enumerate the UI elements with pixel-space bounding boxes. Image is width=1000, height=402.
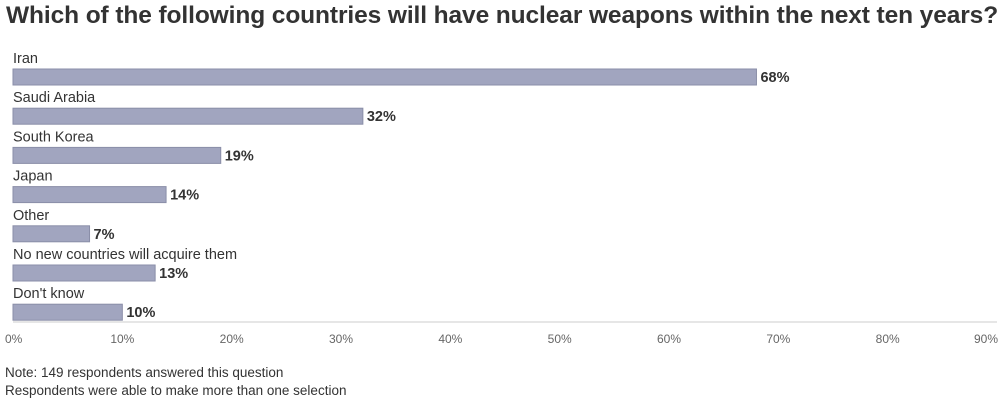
category-label-other: Other (13, 208, 49, 224)
value-label-other: 7% (94, 227, 115, 243)
value-label-south-korea: 19% (225, 148, 254, 164)
x-tick-label-90: 90% (974, 332, 998, 346)
category-label-south-korea: South Korea (13, 129, 95, 145)
bars-layer: Iran 68% Saudi Arabia 32% South Korea 19% Japa… (12, 51, 790, 321)
x-tick-label-10: 10% (110, 332, 134, 346)
bar-iran (12, 68, 757, 86)
value-label-saudi-arabia: 32% (367, 109, 396, 125)
value-label-iran: 68% (760, 70, 789, 86)
bar-south-korea (12, 146, 222, 164)
value-label-no-new-countries-will-acquire-them: 13% (159, 266, 188, 282)
x-tick-label-20: 20% (220, 332, 244, 346)
category-label-no-new-countries-will-acquire-them: No new countries will acquire them (13, 247, 237, 263)
x-tick-label-80: 80% (876, 332, 900, 346)
x-tick-label-40: 40% (438, 332, 462, 346)
value-label-don-t-know: 10% (126, 305, 155, 321)
x-tick-label-0: 0% (5, 332, 23, 346)
bar-saudi-arabia (12, 107, 364, 125)
bar-don-t-know (12, 303, 123, 321)
note-multiple-selection: Respondents were able to make more than … (5, 383, 347, 398)
category-label-don-t-know: Don't know (13, 286, 85, 302)
x-tick-label-60: 60% (657, 332, 681, 346)
x-tick-label-50: 50% (548, 332, 572, 346)
category-label-japan: Japan (13, 169, 53, 185)
chart-title: Which of the following countries will ha… (6, 2, 999, 29)
x-axis-ticks: 0% 10% 20% 30% 40% 50% 60% 70% 80% 90% (5, 332, 998, 346)
bar-other (12, 225, 91, 243)
category-label-saudi-arabia: Saudi Arabia (13, 90, 96, 106)
x-tick-label-70: 70% (766, 332, 790, 346)
category-label-iran: Iran (13, 51, 38, 67)
bar-chart: Iran 68% Saudi Arabia 32% South Korea 19% Japa… (5, 51, 998, 346)
bar-no-new-countries-will-acquire-them (12, 264, 156, 282)
bar-japan (12, 186, 167, 204)
note-respondents: Note: 149 respondents answered this ques… (5, 365, 284, 380)
x-tick-label-30: 30% (329, 332, 353, 346)
value-label-japan: 14% (170, 188, 199, 204)
